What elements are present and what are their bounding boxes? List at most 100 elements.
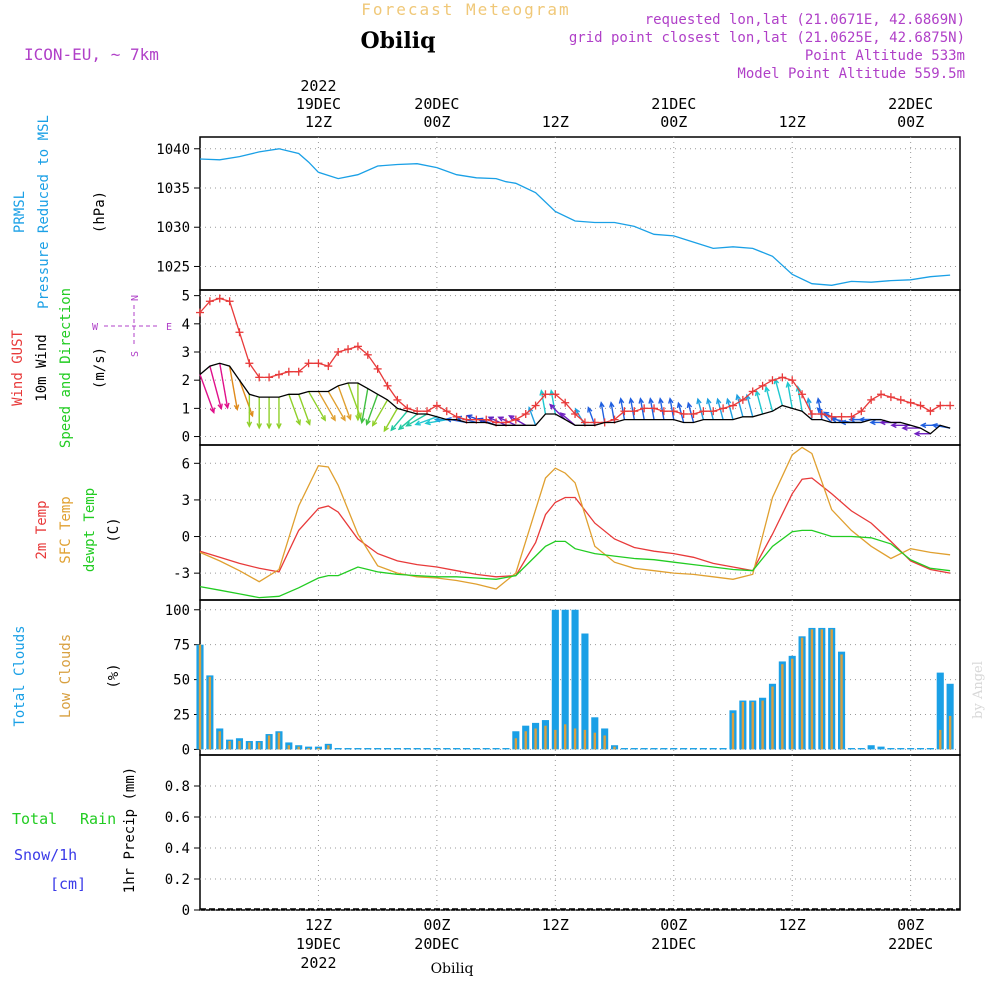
precip-ytick-label: 0.8: [165, 779, 190, 795]
wind-arrow: [397, 413, 418, 431]
wind-arrow-head: [371, 420, 378, 427]
total-cloud-bar: [857, 748, 865, 750]
wind-arrow: [785, 381, 793, 409]
pressure-y-ticks: 1025 1030 1035 1040: [156, 142, 200, 275]
total-cloud-bar: [403, 748, 411, 750]
gust-point: [373, 364, 382, 373]
top-time-label: 00Z: [660, 113, 687, 131]
low-cloud-bar: [297, 746, 300, 750]
wind-ytick-label: 1: [182, 401, 190, 417]
total-cloud-bar: [334, 748, 342, 750]
total-cloud-bar: [660, 748, 668, 750]
wind-arrow: [228, 365, 240, 412]
temperature-panel: -3 0 3 6 2m Temp SFC Temp dewpt Temp (C): [34, 444, 961, 601]
wind-arrow: [365, 394, 379, 426]
wind-arrow-head: [359, 417, 366, 425]
wind-arrow-head: [209, 407, 216, 415]
bottom-time-label: 00Z: [423, 916, 450, 934]
total-cloud-bar: [630, 748, 638, 750]
gust-point: [877, 390, 886, 399]
precip-ytick-label: 0.2: [165, 872, 190, 888]
pressure-panel: 1025 1030 1035 1040 PRMSL Pressure Reduced …: [12, 115, 961, 309]
wind-arrow-head: [424, 419, 431, 426]
temperature-marks: [199, 446, 951, 599]
wind-arrow: [487, 416, 507, 426]
top-time-label: 00Z: [423, 113, 450, 131]
wind-ytick-label: 4: [182, 317, 190, 333]
legend-rain: Rain: [80, 810, 116, 828]
total-cloud-bar: [620, 748, 628, 750]
total-cloud-bar: [867, 745, 875, 750]
low-cloud-bar: [208, 676, 212, 750]
wind-arrow-head: [618, 397, 625, 404]
wind-arrow: [317, 391, 336, 422]
wind-arrow-head: [668, 397, 674, 404]
wind-arrow-shaft: [488, 416, 507, 426]
low-cloud-bar: [327, 745, 330, 750]
top-time-label: 22DEC: [888, 95, 933, 113]
temperature-grid: [199, 444, 961, 601]
requested-coords: requested lon,lat (21.0671E, 42.6869N): [645, 12, 965, 28]
total-cloud-bar: [847, 748, 855, 750]
total-cloud-bar: [551, 609, 559, 750]
low-cloud-bar: [593, 732, 596, 750]
wind-arrow-shaft: [228, 365, 238, 410]
pressure-ytick-label: 1035: [156, 181, 190, 197]
wind-arrow-head: [706, 397, 712, 405]
total-cloud-bar: [709, 748, 717, 750]
wind-marks: [196, 294, 955, 435]
gust-point: [265, 373, 274, 382]
wind-arrow-head: [355, 414, 361, 422]
wind-arrow: [327, 391, 346, 422]
gust-point: [442, 407, 451, 416]
gust-point: [916, 401, 925, 410]
wind-arrow: [706, 397, 714, 420]
wind-arrow: [599, 401, 606, 423]
wind-arrow: [199, 374, 216, 415]
wind-y-ticks: 0 1 2 3 4 5: [182, 289, 200, 446]
bottom-time-label: 20DEC: [414, 935, 459, 953]
total-cloud-bar: [393, 748, 401, 750]
compass-rose: N S W E: [92, 295, 172, 357]
wind-arrow-head: [848, 416, 855, 423]
gust-point: [738, 395, 747, 404]
wind-arrow-shaft: [755, 391, 764, 415]
total-cloud-bar: [462, 748, 471, 750]
gust-point: [511, 415, 520, 424]
wind-arrow-shaft: [238, 379, 254, 417]
wind-arrow-head: [465, 414, 473, 420]
wind-arrow: [754, 389, 764, 415]
total-cloud-bar: [699, 748, 707, 750]
gust-point: [709, 407, 718, 416]
wind-arrow-shaft: [317, 391, 336, 421]
bottom-time-label: 2022: [300, 954, 336, 972]
gust-point: [205, 297, 214, 306]
wind-arrow: [355, 383, 361, 422]
gust-point: [788, 376, 797, 385]
gust-point: [807, 410, 816, 418]
precip-frame: [199, 754, 961, 911]
wind-arrow-shaft: [199, 374, 215, 413]
wind-arrow-shaft: [288, 394, 301, 425]
gust-point: [778, 373, 787, 382]
wind-arrow: [890, 422, 911, 429]
wind-ytick-label: 0: [182, 430, 190, 446]
gust-point: [531, 401, 540, 410]
wind-arrow-head: [559, 412, 566, 419]
wind-arrow-shaft: [697, 398, 705, 420]
wind-arrow-head: [901, 425, 908, 431]
gust-point: [630, 407, 639, 416]
wind-panel: 0 1 2 3 4 5 Wind GUST 10m Wind Speed and Dire…: [10, 288, 961, 448]
clouds-panel: 0 25 50 75 100 Total Clouds Low Clouds (%) b…: [12, 599, 986, 758]
gust-point: [225, 297, 234, 306]
wind-arrow-shaft: [366, 394, 379, 425]
wind-arrow-head: [487, 416, 494, 422]
top-time-label: 12Z: [542, 113, 569, 131]
wind-arrow: [414, 416, 438, 426]
wind-arrow-head: [414, 420, 421, 426]
gust-point: [689, 410, 698, 418]
wind-10m-label: 10m Wind: [34, 334, 50, 401]
gust-point: [719, 404, 728, 413]
gust-point: [857, 407, 866, 416]
